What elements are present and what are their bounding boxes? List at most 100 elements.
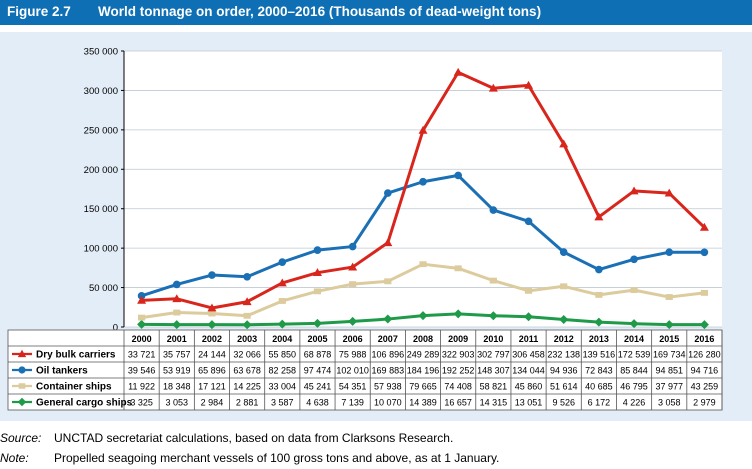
- container-ships-point: [630, 287, 638, 294]
- x-tick-label: 2013: [589, 334, 609, 344]
- container-ships-point: [349, 281, 357, 288]
- x-tick-label: 2007: [378, 334, 398, 344]
- oil-tankers-legend-label: Oil tankers: [36, 366, 88, 377]
- figure-number: Figure 2.7: [7, 4, 71, 19]
- dry-bulk-carriers-point: [312, 268, 322, 277]
- x-tick-label: 2015: [659, 334, 679, 344]
- oil-tankers-point: [559, 248, 568, 256]
- y-tick-label: 150 000: [84, 204, 118, 215]
- container-ships-point: [595, 291, 603, 298]
- container-ships-point: [489, 277, 497, 284]
- y-tick-label: 200 000: [84, 165, 118, 176]
- figure-header: Figure 2.7 World tonnage on order, 2000–…: [0, 0, 752, 25]
- general-cargo-ships-data-label: 7 139: [341, 398, 364, 408]
- oil-tankers-point: [278, 258, 287, 266]
- dry-bulk-carriers-data-label: 249 289: [407, 350, 440, 360]
- oil-tankers-point: [172, 280, 181, 289]
- oil-tankers-point: [630, 255, 638, 264]
- oil-tankers-point: [524, 217, 533, 226]
- general-cargo-ships-point: [453, 309, 463, 319]
- container-ships-point: [560, 283, 568, 290]
- dry-bulk-carriers-data-label: 68 878: [304, 350, 332, 360]
- general-cargo-ships-data-label: 2 881: [236, 398, 259, 408]
- general-cargo-ships-point: [207, 320, 217, 330]
- oil-tankers-legend-marker: [18, 366, 26, 374]
- oil-tankers-data-label: 53 919: [163, 366, 191, 376]
- oil-tankers-data-label: 85 844: [620, 366, 648, 376]
- container-ships-data-label: 74 408: [444, 382, 472, 392]
- oil-tankers-point: [208, 271, 216, 279]
- general-cargo-ships-legend-label: General cargo ships: [36, 398, 133, 409]
- y-tick-label: 350 000: [84, 47, 118, 58]
- container-ships-legend-label: Container ships: [36, 382, 112, 393]
- x-tick-label: 2003: [237, 334, 257, 344]
- dry-bulk-carriers-point: [488, 83, 498, 92]
- container-ships-data-label: 40 685: [585, 382, 613, 392]
- container-ships-point: [208, 310, 216, 317]
- oil-tankers-point: [137, 291, 146, 300]
- container-ships-point: [419, 261, 427, 268]
- container-ships-data-label: 43 259: [691, 382, 719, 392]
- general-cargo-ships-data-label: 2 984: [201, 398, 224, 408]
- oil-tankers-data-label: 134 044: [512, 366, 545, 376]
- y-tick-label: 300 000: [84, 86, 118, 97]
- dry-bulk-carriers-data-label: 232 138: [547, 350, 580, 360]
- dry-bulk-carriers-data-label: 24 144: [198, 350, 226, 360]
- container-ships-data-label: 17 121: [198, 382, 226, 392]
- container-ships-data-label: 37 977: [655, 382, 683, 392]
- container-ships-point: [137, 314, 146, 321]
- x-tick-label: 2005: [307, 334, 327, 344]
- oil-tankers-point: [665, 248, 674, 257]
- oil-tankers-data-label: 63 678: [233, 366, 261, 376]
- dry-bulk-carriers-point: [137, 295, 147, 304]
- dry-bulk-carriers-point: [207, 303, 217, 312]
- dry-bulk-carriers-point: [383, 238, 393, 247]
- oil-tankers-data-label: 65 896: [198, 366, 226, 376]
- oil-tankers-data-label: 94 716: [691, 366, 719, 376]
- y-tick-label: 100 000: [84, 244, 118, 255]
- dry-bulk-carriers-data-label: 169 734: [653, 350, 686, 360]
- dry-bulk-carriers-data-label: 55 850: [269, 350, 297, 360]
- container-ships-point: [313, 288, 322, 295]
- dry-bulk-carriers-data-label: 302 797: [477, 350, 510, 360]
- y-tick-label: 0: [113, 323, 118, 334]
- dry-bulk-carriers-point: [418, 125, 428, 134]
- container-ships-data-label: 46 795: [620, 382, 648, 392]
- oil-tankers-data-label: 184 196: [407, 366, 440, 376]
- dry-bulk-carriers-data-label: 322 903: [442, 350, 475, 360]
- container-ships-point: [243, 312, 251, 319]
- x-tick-label: 2009: [448, 334, 468, 344]
- dry-bulk-carriers-data-label: 35 757: [163, 350, 191, 360]
- container-ships-point: [700, 289, 709, 296]
- general-cargo-ships-point: [418, 311, 428, 321]
- general-cargo-ships-data-label: 16 657: [444, 398, 472, 408]
- x-tick-label: 2010: [483, 334, 503, 344]
- container-ships-data-label: 14 225: [233, 382, 261, 392]
- dry-bulk-carriers-point: [594, 212, 604, 221]
- dry-bulk-carriers-data-label: 75 988: [339, 350, 367, 360]
- line-chart: 0 50 000 100 000 150 000 200 000 250 000 300 0…: [7, 47, 723, 411]
- x-tick-label: 2014: [624, 334, 644, 344]
- container-ships-data-label: 11 922: [128, 382, 155, 392]
- container-ships-point: [665, 294, 673, 300]
- container-ships-data-label: 54 351: [339, 382, 367, 392]
- dry-bulk-carriers-point: [453, 67, 463, 76]
- dry-bulk-carriers-legend-marker: [17, 349, 27, 358]
- dry-bulk-carriers-point: [699, 222, 709, 231]
- x-tick-label: 2011: [519, 334, 539, 344]
- container-ships-data-label: 33 004: [269, 382, 297, 392]
- general-cargo-ships-point: [312, 318, 322, 328]
- dry-bulk-carriers-data-label: 32 066: [233, 350, 261, 360]
- note-key: Note:: [0, 451, 29, 465]
- general-cargo-ships-data-label: 13 051: [515, 398, 543, 408]
- plot-area: [124, 51, 722, 327]
- dry-bulk-carriers-legend-label: Dry bulk carriers: [36, 350, 116, 361]
- x-tick-label: 2012: [554, 334, 574, 344]
- general-cargo-ships-point: [348, 316, 358, 326]
- general-cargo-ships-data-label: 4 638: [306, 398, 329, 408]
- general-cargo-ships-data-label: 3 053: [165, 398, 188, 408]
- oil-tankers-data-label: 148 307: [477, 366, 510, 376]
- dry-bulk-carriers-point: [524, 80, 534, 89]
- dry-bulk-carriers-data-label: 139 516: [583, 350, 616, 360]
- dry-bulk-carriers-point: [664, 188, 674, 197]
